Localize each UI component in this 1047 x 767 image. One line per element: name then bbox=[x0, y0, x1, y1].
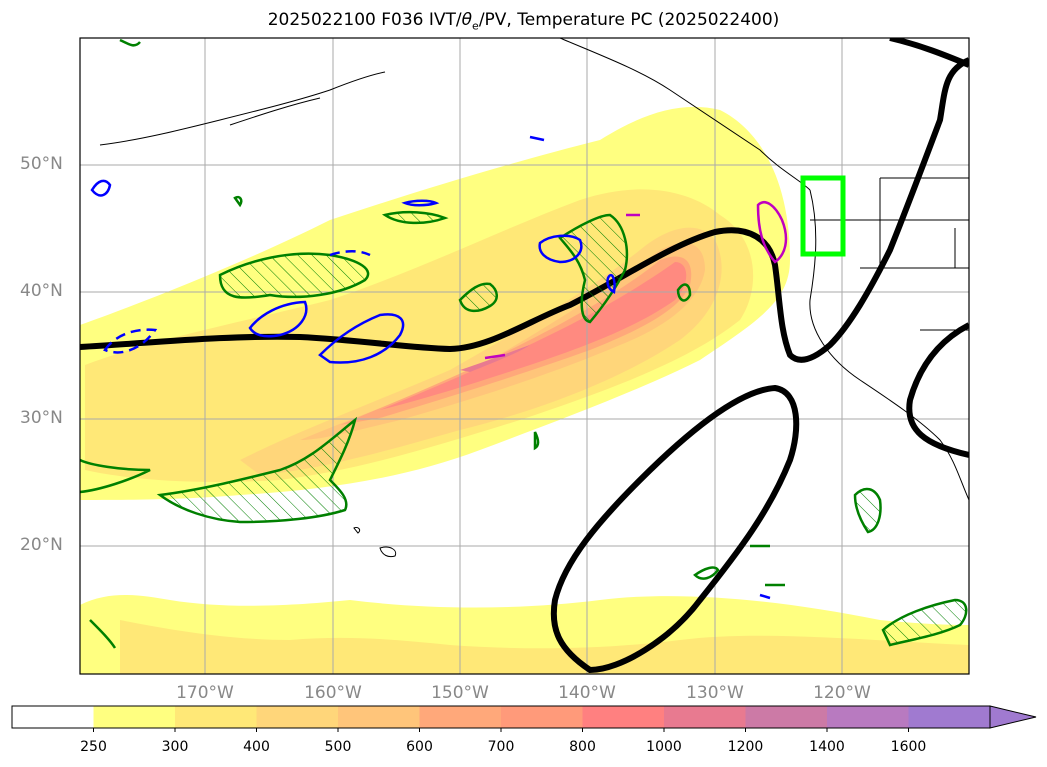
colorbar-segment bbox=[827, 706, 909, 728]
colorbar-segment bbox=[501, 706, 583, 728]
colorbar-tick-label: 800 bbox=[569, 739, 596, 755]
colorbar-extend-arrow bbox=[989, 705, 1037, 729]
ivt-shading bbox=[80, 106, 969, 674]
lon-label: 130°W bbox=[686, 683, 744, 703]
lat-label: 40°N bbox=[20, 281, 63, 301]
theta-e-contours bbox=[90, 135, 771, 600]
lon-label: 170°W bbox=[176, 683, 234, 703]
colorbar-tick-label: 1200 bbox=[727, 739, 764, 755]
graticule bbox=[80, 38, 969, 674]
colorbar-segment bbox=[12, 706, 94, 728]
colorbar bbox=[11, 705, 1037, 732]
chart-title: 2025022100 F036 IVT/θe/PV, Temperature P… bbox=[267, 10, 780, 33]
lon-label: 120°W bbox=[813, 683, 871, 703]
ivt-band-1000 bbox=[460, 345, 530, 372]
lon-label: 140°W bbox=[558, 683, 616, 703]
colorbar-tick-label: 250 bbox=[80, 739, 107, 755]
colorbar-tick-label: 1000 bbox=[646, 739, 682, 755]
colorbar-tick-label: 1400 bbox=[809, 739, 845, 755]
colorbar-segment bbox=[664, 706, 746, 728]
map-frame bbox=[79, 37, 970, 675]
colorbar-segment bbox=[419, 706, 502, 728]
colorbar-segment bbox=[582, 706, 665, 728]
colorbar-segment bbox=[908, 706, 991, 728]
colorbar-segment bbox=[175, 706, 257, 728]
ivt-band-300-south bbox=[120, 620, 969, 674]
colorbar-segment bbox=[93, 706, 176, 728]
colorbar-segment bbox=[745, 706, 828, 728]
ivt-band-700 bbox=[340, 256, 692, 425]
pv-contours bbox=[80, 38, 968, 649]
temperature-pc-contours bbox=[80, 38, 969, 674]
lon-label: 160°W bbox=[304, 683, 362, 703]
lat-label: 30°N bbox=[20, 408, 63, 428]
colorbar-tick-label: 500 bbox=[324, 739, 352, 755]
magenta-contour bbox=[484, 201, 788, 360]
colorbar-segment bbox=[256, 706, 339, 728]
colorbar-tick-label: 400 bbox=[243, 739, 270, 755]
colorbar-segment bbox=[338, 706, 420, 728]
colorbar-tick-label: 700 bbox=[487, 739, 515, 755]
highlight-box bbox=[800, 175, 846, 257]
colorbar-tick-label: 1600 bbox=[890, 739, 927, 755]
colorbar-tick-label: 600 bbox=[406, 739, 433, 755]
ivt-band-800 bbox=[380, 262, 687, 410]
lat-label: 20°N bbox=[20, 535, 63, 555]
lon-label: 150°W bbox=[431, 683, 489, 703]
colorbar-tick-label: 300 bbox=[161, 739, 189, 755]
lat-label: 50°N bbox=[20, 154, 63, 174]
